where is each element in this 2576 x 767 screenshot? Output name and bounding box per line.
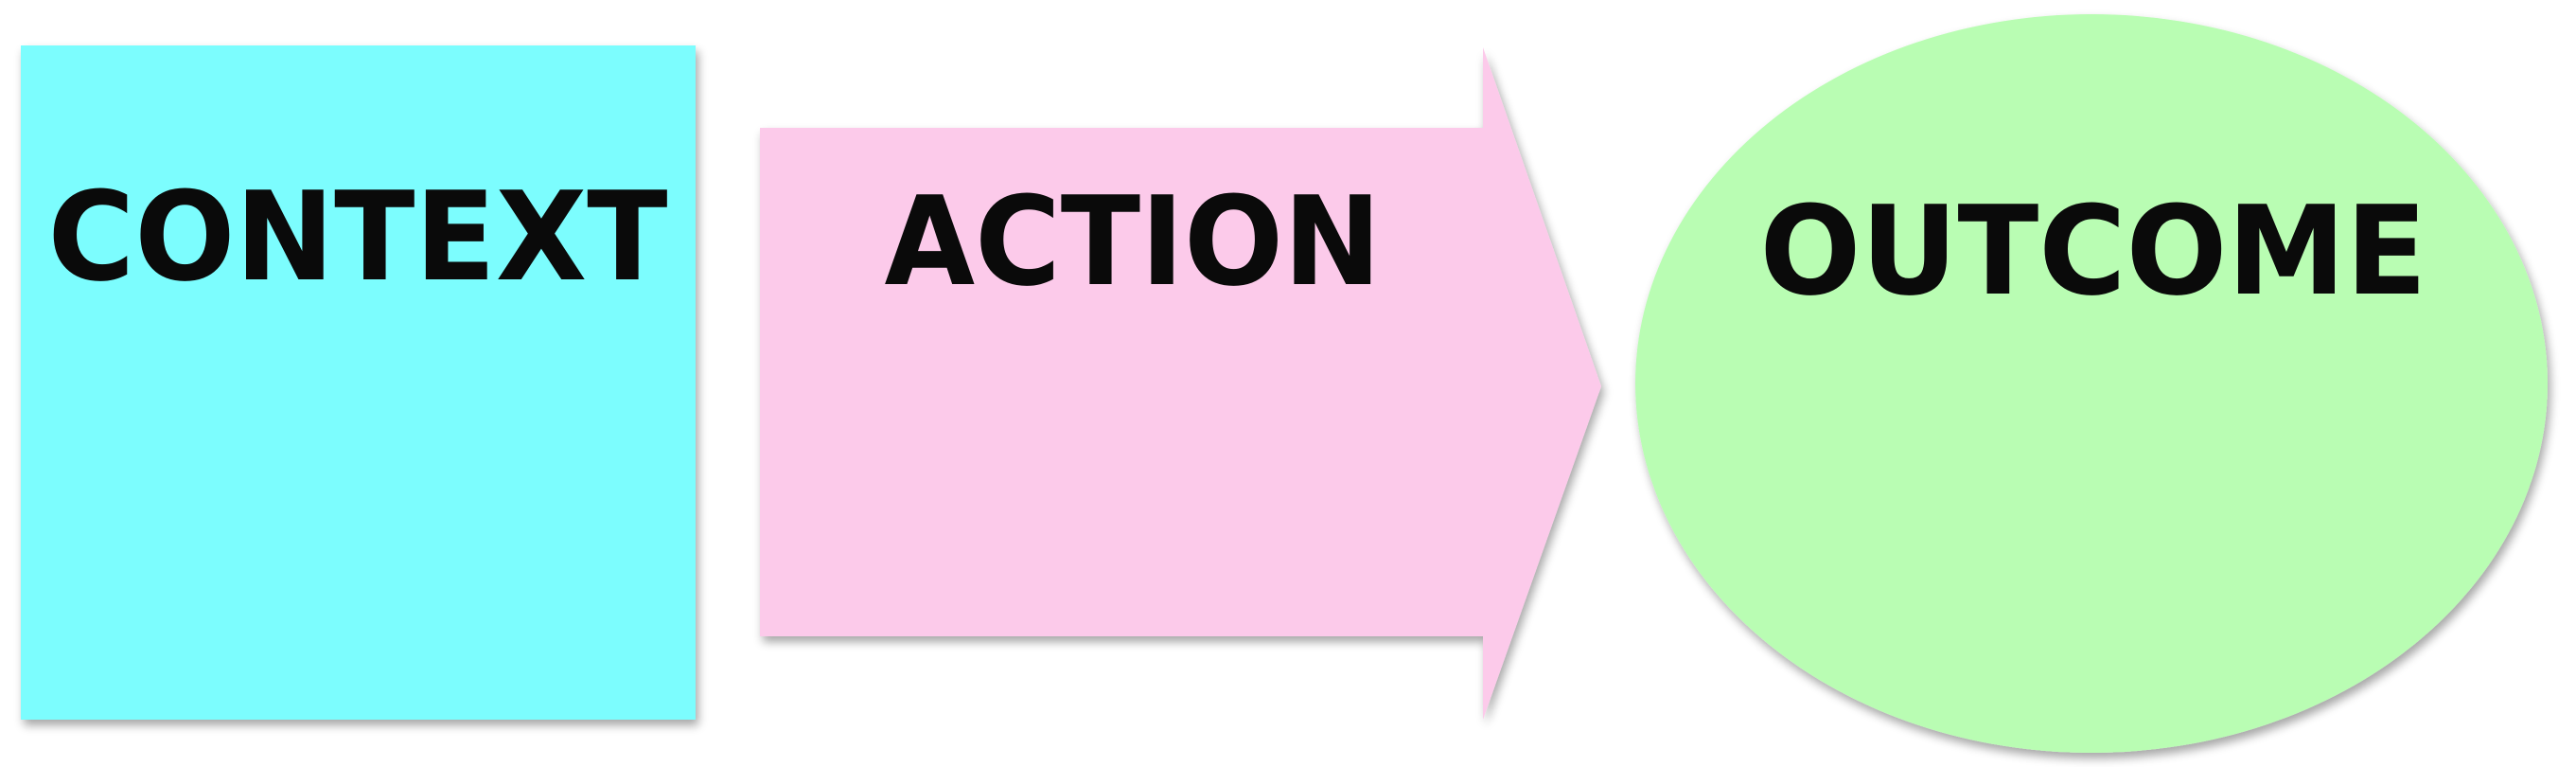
outcome-box: OUTCOME <box>1635 14 2548 753</box>
outcome-label: OUTCOME <box>1760 179 2427 323</box>
context-square <box>21 45 696 720</box>
action-arrow <box>760 47 1601 720</box>
context-box: CONTEXT <box>21 45 696 720</box>
action-label: ACTION <box>885 169 1382 313</box>
context-label: CONTEXT <box>48 165 668 309</box>
outcome-ellipse <box>1635 14 2548 753</box>
action-box: ACTION <box>760 47 1601 720</box>
